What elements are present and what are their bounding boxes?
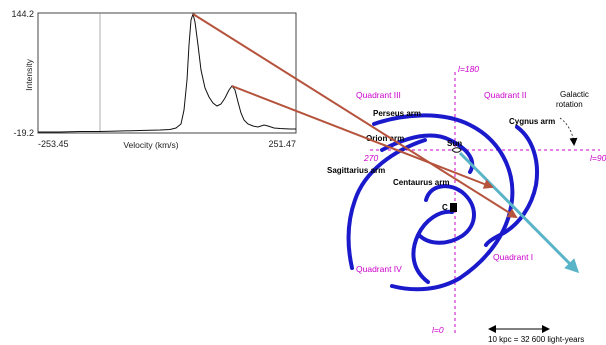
quadrant-iii-label: Quadrant III [356, 90, 401, 100]
cygnus-arm [484, 125, 539, 247]
sagittarius-arm-label: Sagittarius arm [327, 166, 385, 175]
rotation-label-line2: rotation [556, 100, 583, 109]
quadrant-iv-label: Quadrant IV [356, 264, 402, 274]
longitude-180-label: l=180 [458, 64, 479, 74]
cygnus-arm-label: Cygnus arm [509, 117, 555, 126]
sun-symbol [451, 147, 462, 153]
x-axis-title: Velocity (km/s) [123, 140, 178, 150]
quadrant-i-label: Quadrant I [493, 252, 533, 262]
perseus-arm [372, 113, 515, 292]
perseus-arm-label: Perseus arm [373, 109, 421, 118]
spectrum-frame [37, 12, 297, 134]
longitude-0-label: l=0 [432, 325, 444, 335]
rotation-label-line1: Galactic [560, 90, 589, 99]
galactic-center-marker [450, 203, 457, 212]
y-bottom-label: -19.2 [13, 128, 34, 138]
scale-bar: 10 kpc = 32 600 light-years [488, 325, 584, 344]
longitude-270-label: 270 [363, 153, 378, 163]
spectrum-plot: 144.2 -19.2 -253.45 251.47 Velocity (km/… [11, 9, 297, 150]
spectrum-curve [38, 12, 296, 133]
y-axis-title: Intensity [24, 58, 34, 90]
sun-label: Sun [447, 139, 462, 148]
x-left-label: -253.45 [38, 139, 69, 149]
orion-arm-label: Orion arm [366, 134, 404, 143]
scale-bar-label: 10 kpc = 32 600 light-years [488, 335, 584, 344]
pointer-arrow-main-peak [192, 13, 518, 219]
centaurus-arm-label: Centaurus arm [393, 178, 449, 187]
orion-arm [380, 133, 475, 174]
x-right-label: 251.47 [268, 139, 296, 149]
longitude-90-label: l=90 [590, 153, 606, 163]
inner-arm [411, 209, 454, 284]
rotation-arrow [559, 117, 578, 146]
pointer-arrow-second-peak [231, 85, 494, 189]
centaurus-arm [418, 184, 476, 245]
y-top-label: 144.2 [11, 9, 34, 19]
sightline-arrow [458, 151, 580, 274]
quadrant-ii-label: Quadrant II [484, 90, 527, 100]
galactic-center-label: C [442, 203, 448, 212]
